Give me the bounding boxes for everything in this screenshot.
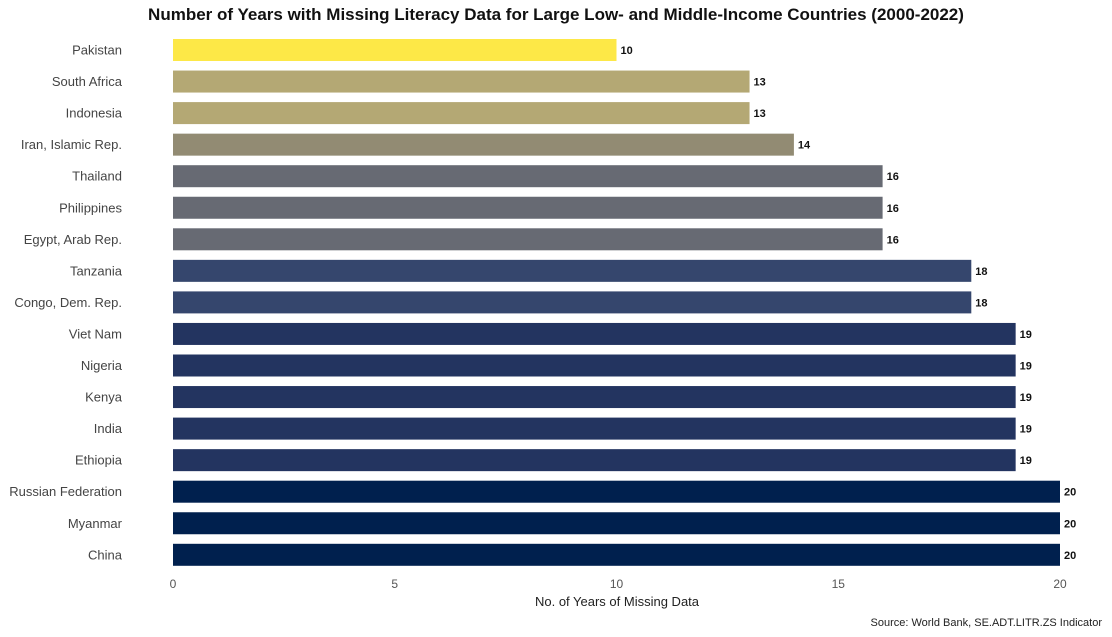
category-label: Nigeria bbox=[81, 358, 123, 373]
data-label: 18 bbox=[975, 297, 987, 309]
data-label: 19 bbox=[1020, 424, 1032, 436]
category-label: Pakistan bbox=[72, 43, 122, 58]
bar bbox=[173, 480, 1060, 503]
data-label: 19 bbox=[1020, 392, 1032, 404]
bar bbox=[173, 228, 883, 251]
bar bbox=[173, 102, 750, 125]
category-label: South Africa bbox=[52, 74, 123, 89]
x-axis-title: No. of Years of Missing Data bbox=[535, 594, 700, 609]
bar bbox=[173, 259, 972, 282]
category-label: Congo, Dem. Rep. bbox=[14, 295, 122, 310]
data-labels: 10 13 13 14 16 16 16 18 18 19 19 19 19 19 20 20 20 bbox=[621, 45, 1077, 562]
bar bbox=[173, 70, 750, 93]
x-tick-label: 5 bbox=[391, 577, 398, 591]
bars bbox=[173, 39, 1060, 566]
x-axis-ticks: 0 5 10 15 20 bbox=[170, 577, 1067, 591]
data-label: 14 bbox=[798, 140, 811, 152]
category-label: Tanzania bbox=[70, 263, 123, 278]
category-label: Iran, Islamic Rep. bbox=[21, 137, 122, 152]
category-label: China bbox=[88, 547, 123, 562]
category-label: Egypt, Arab Rep. bbox=[24, 232, 122, 247]
bar bbox=[173, 543, 1060, 566]
source-note: Source: World Bank, SE.ADT.LITR.ZS Indic… bbox=[870, 617, 1103, 629]
bar bbox=[173, 449, 1016, 472]
data-label: 20 bbox=[1064, 487, 1076, 499]
data-label: 19 bbox=[1020, 361, 1032, 373]
bar bbox=[173, 133, 794, 156]
category-label: Viet Nam bbox=[69, 326, 122, 341]
bar bbox=[173, 512, 1060, 535]
x-tick-label: 10 bbox=[610, 577, 624, 591]
category-label: Myanmar bbox=[68, 516, 123, 531]
data-label: 16 bbox=[887, 234, 899, 246]
data-label: 20 bbox=[1064, 518, 1076, 530]
data-label: 13 bbox=[754, 108, 766, 120]
category-label: Kenya bbox=[85, 390, 123, 405]
data-label: 19 bbox=[1020, 329, 1032, 341]
category-label: Russian Federation bbox=[9, 484, 122, 499]
x-tick-label: 0 bbox=[170, 577, 177, 591]
x-tick-label: 20 bbox=[1053, 577, 1067, 591]
data-label: 20 bbox=[1064, 550, 1076, 562]
bar bbox=[173, 322, 1016, 345]
data-label: 19 bbox=[1020, 455, 1032, 467]
chart-title: Number of Years with Missing Literacy Da… bbox=[148, 5, 964, 24]
data-label: 13 bbox=[754, 77, 766, 89]
bar bbox=[173, 165, 883, 188]
data-label: 18 bbox=[975, 266, 987, 278]
bar bbox=[173, 196, 883, 219]
data-label: 10 bbox=[621, 45, 633, 57]
bar bbox=[173, 386, 1016, 409]
category-labels: Pakistan South Africa Indonesia Iran, Islam… bbox=[9, 43, 123, 563]
bar bbox=[173, 417, 1016, 440]
category-label: Ethiopia bbox=[75, 453, 123, 468]
category-label: Philippines bbox=[59, 200, 122, 215]
data-label: 16 bbox=[887, 171, 899, 183]
bar bbox=[173, 354, 1016, 377]
category-label: India bbox=[94, 421, 123, 436]
bar bbox=[173, 291, 972, 314]
x-tick-label: 15 bbox=[832, 577, 846, 591]
category-label: Thailand bbox=[72, 169, 122, 184]
category-label: Indonesia bbox=[66, 106, 123, 121]
bar bbox=[173, 39, 617, 61]
data-label: 16 bbox=[887, 203, 899, 215]
